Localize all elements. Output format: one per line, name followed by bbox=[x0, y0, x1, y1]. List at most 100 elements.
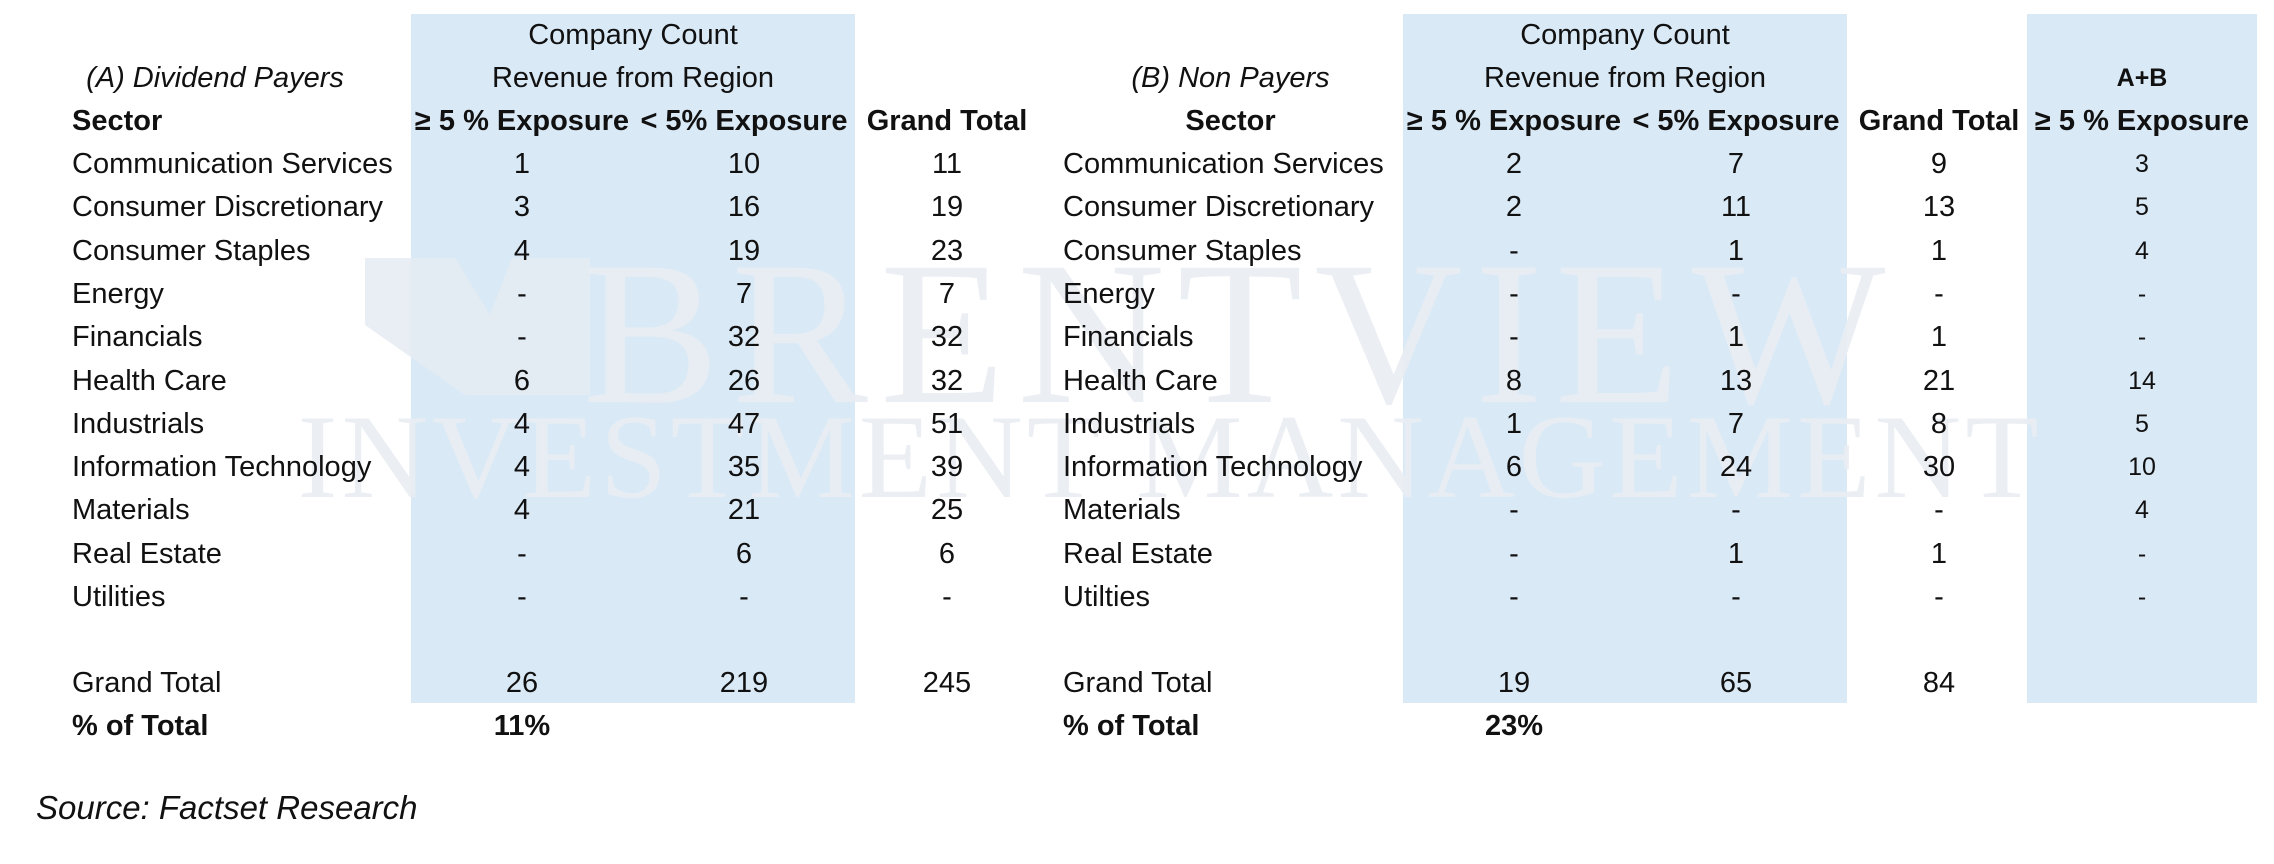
grand-total-label: Grand Total bbox=[72, 667, 222, 699]
pct-total-label: % of Total bbox=[1063, 710, 1200, 742]
ab-value: 4 bbox=[2135, 236, 2149, 265]
row-total: 39 bbox=[930, 451, 964, 484]
ab-col-header-ge5: ≥ 5 % Exposure bbox=[2034, 105, 2250, 137]
row-lt5: - bbox=[1731, 494, 1741, 527]
row-ge5: - bbox=[1509, 537, 1519, 570]
ab-value: 5 bbox=[2135, 409, 2149, 438]
row-lt5: 1 bbox=[1727, 234, 1745, 267]
pct-total-value: 11% bbox=[493, 710, 551, 742]
row-total: 11 bbox=[931, 148, 963, 180]
row-ge5: 1 bbox=[1505, 407, 1523, 440]
row-lt5: 1 bbox=[1727, 537, 1745, 570]
row-lt5: - bbox=[739, 581, 749, 613]
source-note: Source: Factset Research bbox=[36, 789, 418, 826]
pct-total-value: 23% bbox=[1484, 710, 1544, 742]
ab-value: - bbox=[2137, 323, 2147, 352]
row-total: 32 bbox=[930, 364, 964, 397]
row-ge5: 4 bbox=[513, 234, 531, 267]
row-lt5: 32 bbox=[727, 321, 761, 354]
row-sector: Consumer Staples bbox=[1063, 234, 1302, 267]
row-sector: Real Estate bbox=[72, 537, 222, 570]
grand-total-total: 84 bbox=[1922, 667, 1956, 699]
row-sector: Financials bbox=[1063, 321, 1194, 354]
row-total: 32 bbox=[930, 321, 964, 354]
row-lt5: - bbox=[1731, 581, 1741, 613]
row-lt5: 7 bbox=[1727, 148, 1745, 180]
ab-value: 14 bbox=[2128, 366, 2156, 395]
col-header-ge5: ≥ 5 % Exposure bbox=[1406, 105, 1622, 137]
col-header-lt5: < 5% Exposure bbox=[1632, 105, 1840, 137]
row-ge5: - bbox=[1509, 494, 1519, 527]
row-ge5: 6 bbox=[513, 364, 531, 397]
row-ge5: - bbox=[1509, 321, 1519, 354]
ab-value: 5 bbox=[2135, 193, 2149, 222]
row-sector: Health Care bbox=[72, 364, 227, 397]
header-company-count: Company Count bbox=[1520, 19, 1730, 51]
row-sector: Real Estate bbox=[1063, 537, 1213, 570]
row-total: 8 bbox=[1930, 407, 1948, 440]
row-lt5: 13 bbox=[1719, 364, 1753, 397]
row-total: 1 bbox=[1930, 321, 1948, 354]
row-sector: Energy bbox=[1063, 277, 1155, 310]
row-total: 9 bbox=[1930, 148, 1948, 180]
row-ge5: 2 bbox=[1505, 191, 1523, 224]
row-ge5: - bbox=[517, 581, 527, 613]
row-lt5: 26 bbox=[727, 364, 761, 397]
row-lt5: 16 bbox=[727, 191, 761, 224]
row-total: - bbox=[1934, 494, 1944, 527]
row-sector: Industrials bbox=[1063, 407, 1196, 440]
row-total: 30 bbox=[1922, 451, 1956, 484]
row-sector: Materials bbox=[1063, 494, 1181, 527]
ab-value: - bbox=[2137, 539, 2147, 568]
col-header-grand-total: Grand Total bbox=[866, 105, 1028, 137]
row-sector: Consumer Staples bbox=[72, 234, 311, 267]
row-ge5: - bbox=[517, 321, 527, 354]
row-total: 51 bbox=[930, 407, 964, 440]
row-total: 1 bbox=[1930, 234, 1948, 267]
row-ge5: 4 bbox=[513, 494, 531, 527]
row-total: - bbox=[1934, 277, 1944, 310]
row-sector: Communication Services bbox=[72, 148, 393, 180]
pct-total-label: % of Total bbox=[72, 710, 209, 742]
row-lt5: 19 bbox=[727, 234, 761, 267]
row-ge5: 4 bbox=[513, 407, 531, 440]
row-sector: Utilities bbox=[72, 581, 166, 613]
row-total: 7 bbox=[938, 277, 956, 310]
row-total: 19 bbox=[930, 191, 964, 224]
row-sector: Industrials bbox=[72, 407, 205, 440]
row-sector: Energy bbox=[72, 277, 164, 310]
row-lt5: 24 bbox=[1719, 451, 1753, 484]
row-lt5: 6 bbox=[735, 537, 753, 570]
row-total: - bbox=[1934, 581, 1944, 613]
row-lt5: - bbox=[1731, 277, 1741, 310]
row-ge5: 3 bbox=[513, 191, 531, 224]
col-header-ge5: ≥ 5 % Exposure bbox=[414, 105, 630, 137]
grand-total-ge5: 19 bbox=[1497, 667, 1531, 699]
row-total: 1 bbox=[1930, 537, 1948, 570]
row-ge5: 6 bbox=[1505, 451, 1523, 484]
grand-total-ge5: 26 bbox=[505, 667, 539, 699]
row-ge5: 1 bbox=[513, 148, 531, 180]
col-header-grand-total: Grand Total bbox=[1858, 105, 2020, 137]
row-lt5: 35 bbox=[727, 451, 761, 484]
ab-value: - bbox=[2137, 279, 2147, 308]
col-header-lt5: < 5% Exposure bbox=[640, 105, 848, 137]
table-ab-shade bbox=[2027, 14, 2257, 703]
row-total: 6 bbox=[938, 537, 956, 570]
row-ge5: - bbox=[1509, 234, 1519, 267]
ab-value: 10 bbox=[2128, 453, 2156, 482]
row-sector: Communication Services bbox=[1063, 148, 1384, 180]
header-revenue: Revenue from Region bbox=[1483, 62, 1767, 94]
row-sector: Information Technology bbox=[72, 451, 372, 484]
row-sector: Consumer Discretionary bbox=[1063, 191, 1375, 224]
row-sector: Utilties bbox=[1063, 581, 1151, 613]
grand-total-total: 245 bbox=[922, 667, 972, 699]
ab-value: 3 bbox=[2135, 150, 2149, 178]
table-b-shade bbox=[1403, 14, 1847, 703]
row-ge5: - bbox=[1509, 277, 1519, 310]
row-ge5: - bbox=[517, 537, 527, 570]
ab-value: - bbox=[2137, 583, 2147, 611]
row-total: 23 bbox=[930, 234, 964, 267]
row-sector: Information Technology bbox=[1063, 451, 1363, 484]
row-sector: Materials bbox=[72, 494, 190, 527]
